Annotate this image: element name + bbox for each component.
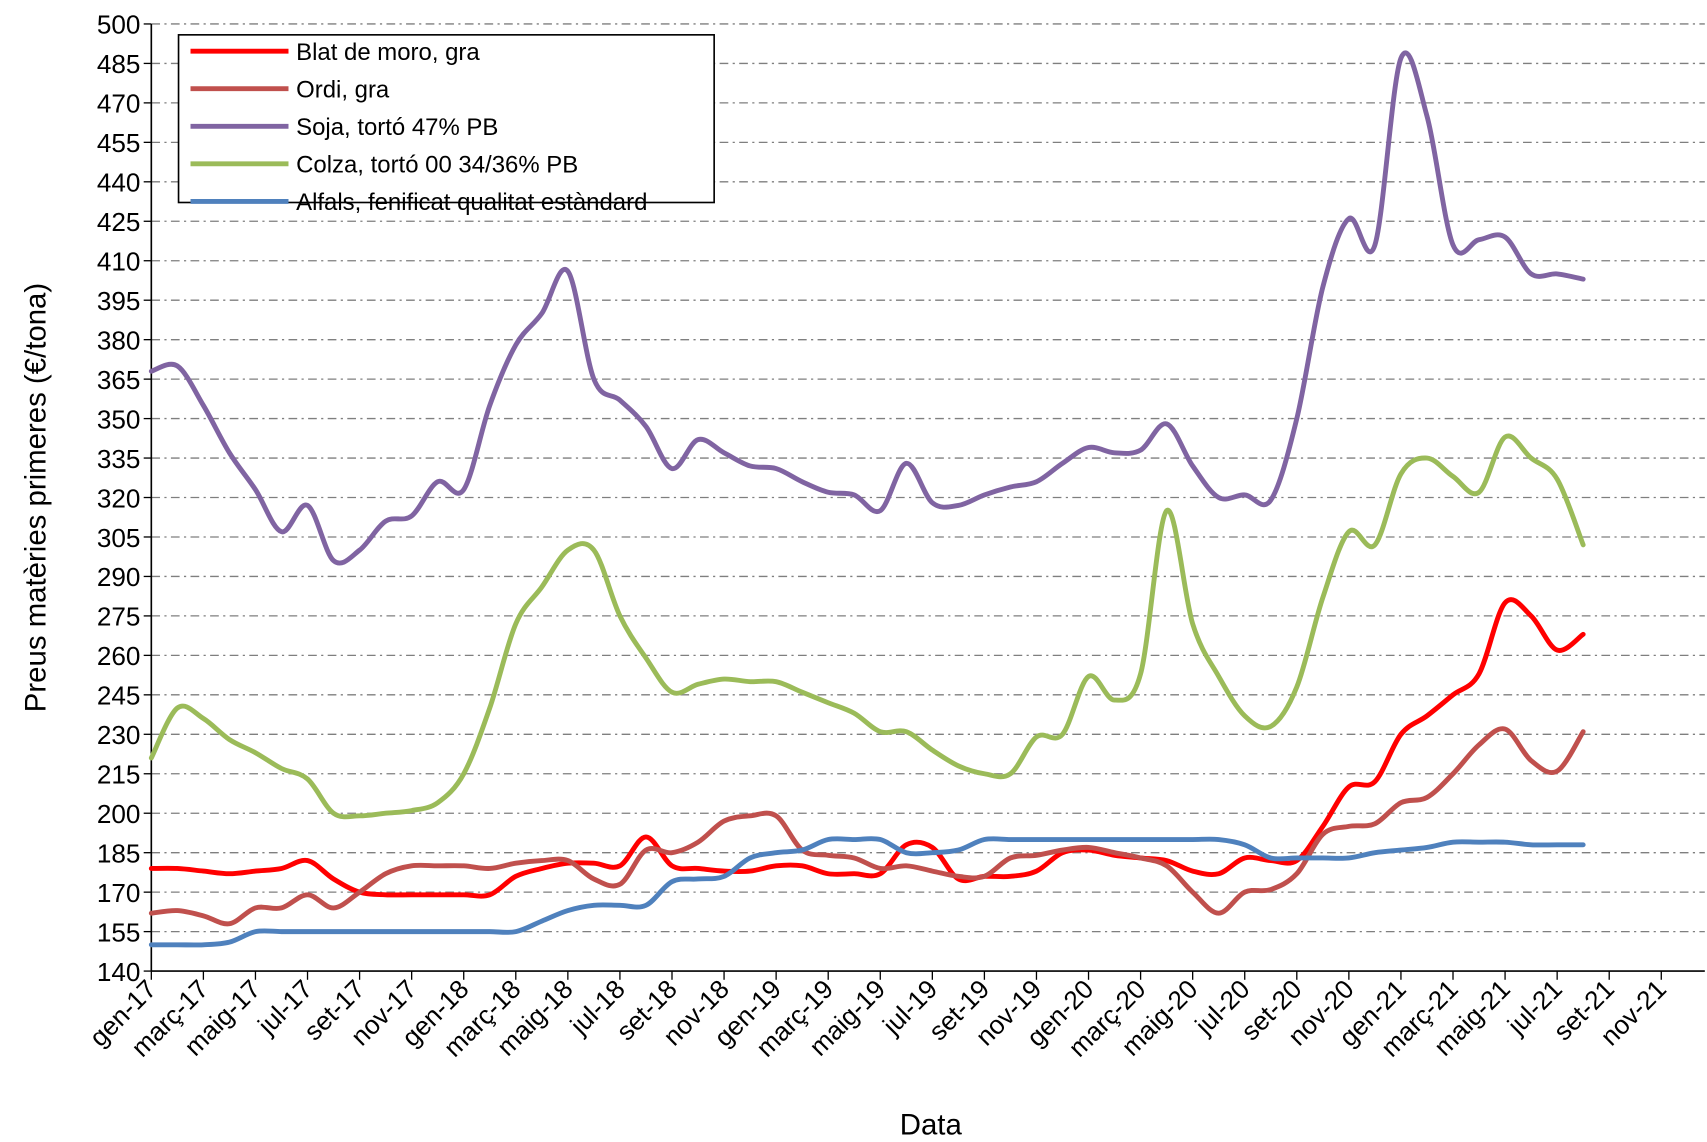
y-tick-label: 200 (97, 799, 141, 829)
series-line (148, 597, 1586, 899)
legend-label: Blat de moro, gra (296, 39, 480, 66)
y-tick-label: 155 (97, 917, 141, 947)
y-tick-label: 380 (97, 325, 141, 355)
y-tick-label: 350 (97, 404, 141, 434)
legend-box (177, 34, 715, 204)
series-line (148, 726, 1586, 927)
y-tick-label: 425 (97, 207, 141, 237)
y-tick-label: 230 (97, 720, 141, 750)
y-axis-title: Preus matèries primeres (€/tona) (20, 283, 53, 712)
y-tick-label: 470 (97, 89, 141, 119)
y-tick-label: 440 (97, 168, 141, 198)
y-tick-label: 185 (97, 838, 141, 868)
y-tick-label: 395 (97, 286, 141, 316)
y-tick-label: 305 (97, 523, 141, 553)
legend-label: Soja, tortó 47% PB (296, 114, 498, 141)
legend-label: Alfals, fenificat qualitat estàndard (296, 189, 647, 216)
series-line (148, 50, 1586, 566)
y-tick-label: 335 (97, 444, 141, 474)
legend-label: Colza, tortó 00 34/36% PB (296, 152, 578, 179)
y-tick-label: 410 (97, 247, 141, 277)
y-tick-label: 275 (97, 602, 141, 632)
y-tick-label: 485 (97, 49, 141, 79)
series-line (148, 433, 1586, 820)
y-tick-label: 455 (97, 128, 141, 158)
y-tick-label: 170 (97, 878, 141, 908)
legend-label: Ordi, gra (296, 76, 390, 103)
y-tick-label: 290 (97, 562, 141, 592)
y-tick-label: 500 (97, 10, 141, 40)
y-tick-label: 365 (97, 365, 141, 395)
x-axis-title: Data (900, 1108, 963, 1141)
y-tick-label: 245 (97, 681, 141, 711)
series-line (148, 836, 1586, 948)
y-tick-label: 215 (97, 760, 141, 790)
y-tick-label: 320 (97, 483, 141, 513)
y-tick-label: 260 (97, 641, 141, 671)
y-tick-label: 140 (97, 957, 141, 987)
